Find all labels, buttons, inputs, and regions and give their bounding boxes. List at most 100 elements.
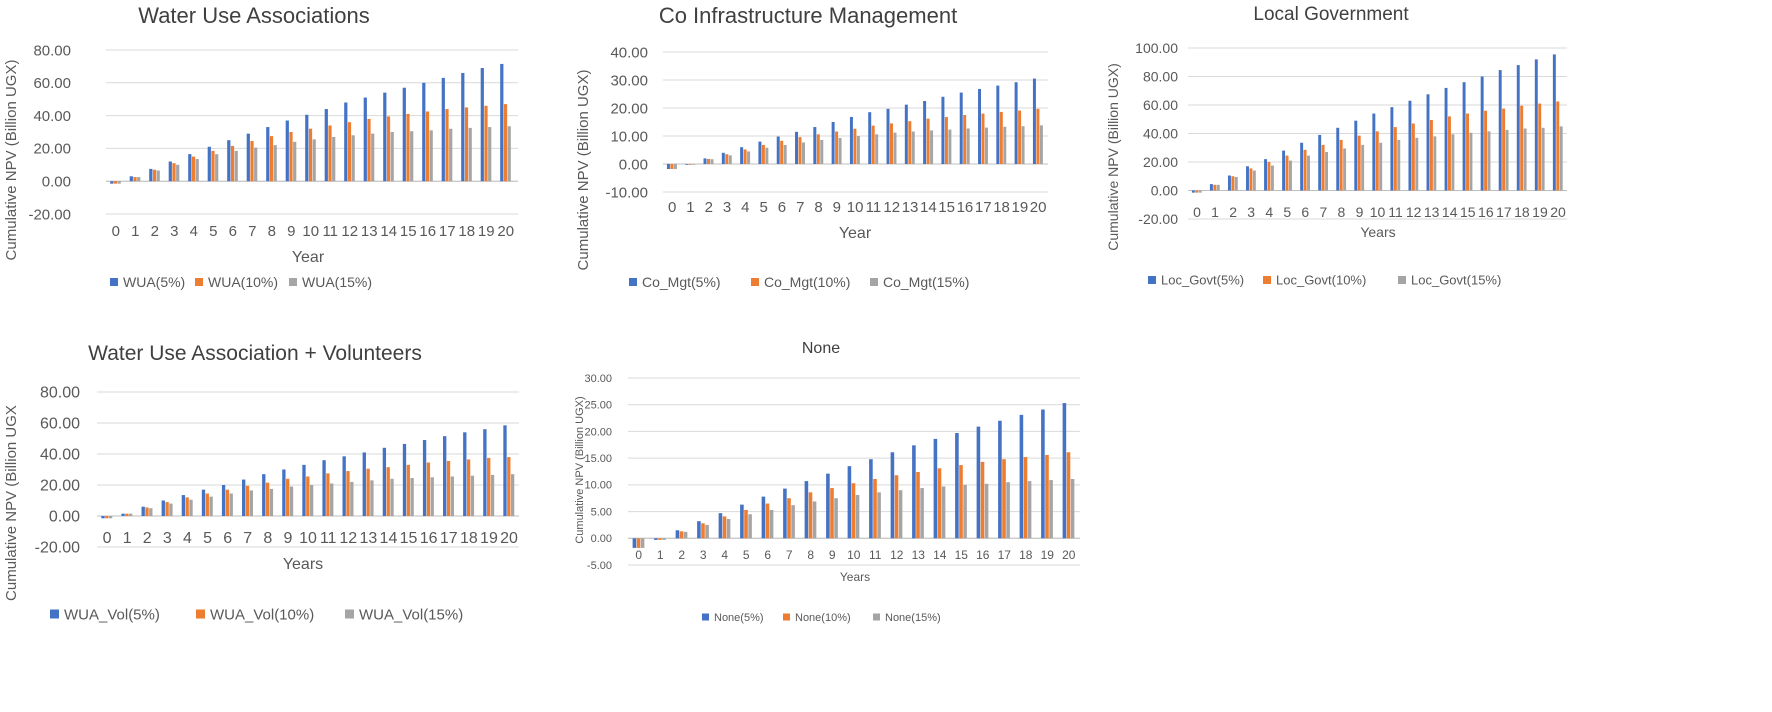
x-tick-label: 11	[869, 548, 882, 562]
bar	[830, 488, 834, 539]
x-tick-label: 14	[380, 530, 398, 547]
y-tick-label: 20.00	[610, 100, 648, 117]
bar	[234, 150, 238, 182]
bar	[488, 127, 492, 182]
bar	[632, 538, 637, 548]
bar	[984, 483, 989, 539]
bar	[1433, 136, 1437, 191]
bar	[425, 111, 430, 182]
y-tick-label: 40.00	[1143, 125, 1178, 141]
y-tick-label: 60.00	[33, 75, 71, 92]
bar	[402, 87, 406, 182]
chart-3: Local Government -20.00 0.00 20.00 40.00 60.0…	[1105, 4, 1567, 288]
bar	[129, 513, 133, 516]
bar	[886, 108, 890, 164]
bar	[748, 514, 752, 539]
bar	[966, 128, 970, 164]
bar	[1288, 160, 1292, 191]
x-tick-label: 7	[796, 199, 804, 216]
y-axis-label: Cumulative NPV (Billion UGX)	[1105, 63, 1121, 251]
bar	[1062, 403, 1067, 539]
bar	[430, 477, 434, 516]
legend-entry: WUA_Vol(10%)	[210, 606, 314, 623]
x-tick-label: 9	[1356, 204, 1364, 220]
bar	[351, 135, 355, 182]
bar	[780, 140, 784, 164]
bar	[246, 133, 250, 182]
bar	[1282, 150, 1286, 191]
bar	[1303, 149, 1307, 191]
x-tick-label: 13	[912, 548, 926, 562]
y-tick-label: 20.00	[40, 478, 80, 495]
bar	[289, 132, 293, 182]
bar	[1321, 144, 1325, 191]
bar	[326, 473, 330, 517]
bar	[1006, 482, 1010, 539]
bar	[1267, 162, 1271, 191]
bar	[996, 85, 1000, 164]
x-tick-label: 16	[976, 548, 990, 562]
bar	[701, 523, 705, 539]
bar	[758, 141, 762, 164]
bar	[1498, 70, 1502, 191]
x-tick-label: 5	[743, 548, 750, 562]
y-tick-label: 5.00	[591, 506, 612, 518]
bar	[856, 136, 860, 164]
y-tick-label: 80.00	[40, 385, 80, 402]
bar	[941, 486, 946, 539]
bar	[487, 457, 491, 517]
x-axis-label: Years	[283, 556, 323, 573]
bar	[507, 126, 511, 182]
x-tick-label: 13	[902, 199, 919, 216]
bar	[875, 134, 879, 164]
x-tick-label: 7	[243, 530, 252, 547]
bar	[342, 456, 346, 516]
bar	[386, 467, 390, 516]
bar	[230, 145, 235, 182]
bar	[312, 139, 316, 182]
y-axis-label: Cumulative NPV (Billion UGX)	[574, 396, 586, 543]
bar	[679, 531, 684, 539]
x-tick-label: 2	[143, 530, 152, 547]
bar	[1520, 105, 1524, 191]
bar	[1195, 190, 1199, 193]
bar	[382, 447, 387, 516]
chart-2: Co Infrastructure Management -10.00 0.00 10…	[575, 3, 1048, 290]
bar	[367, 118, 371, 182]
bar	[308, 128, 313, 182]
bar	[1307, 155, 1310, 191]
bar	[176, 164, 180, 182]
x-tick-label: 12	[339, 530, 357, 547]
bar	[831, 122, 835, 164]
bar	[911, 131, 915, 164]
bar	[1487, 131, 1491, 191]
legend-swatch	[783, 613, 790, 621]
bar	[269, 136, 274, 182]
bar	[250, 141, 254, 182]
bar	[1484, 110, 1488, 191]
bar	[1559, 126, 1563, 191]
bar	[1426, 94, 1430, 191]
bar	[1552, 54, 1556, 191]
x-tick-label: 15	[400, 530, 418, 547]
bar	[920, 488, 924, 539]
y-tick-label: -10.00	[605, 184, 648, 201]
x-tick-label: 1	[657, 548, 664, 562]
bar	[265, 482, 270, 516]
bar	[804, 481, 809, 539]
y-tick-label: 30.00	[610, 72, 648, 89]
bar	[930, 130, 934, 164]
bar	[703, 158, 707, 164]
chart-title: None	[802, 340, 840, 357]
bar	[1285, 155, 1289, 191]
bar	[1397, 139, 1401, 191]
bar	[302, 464, 306, 516]
bar	[429, 130, 433, 182]
bar	[834, 498, 838, 539]
bar	[728, 155, 732, 164]
bar	[984, 127, 988, 164]
bar	[125, 513, 129, 516]
x-tick-label: 1	[131, 223, 139, 240]
x-tick-label: 0	[1193, 204, 1201, 220]
x-tick-label: 6	[229, 223, 237, 240]
